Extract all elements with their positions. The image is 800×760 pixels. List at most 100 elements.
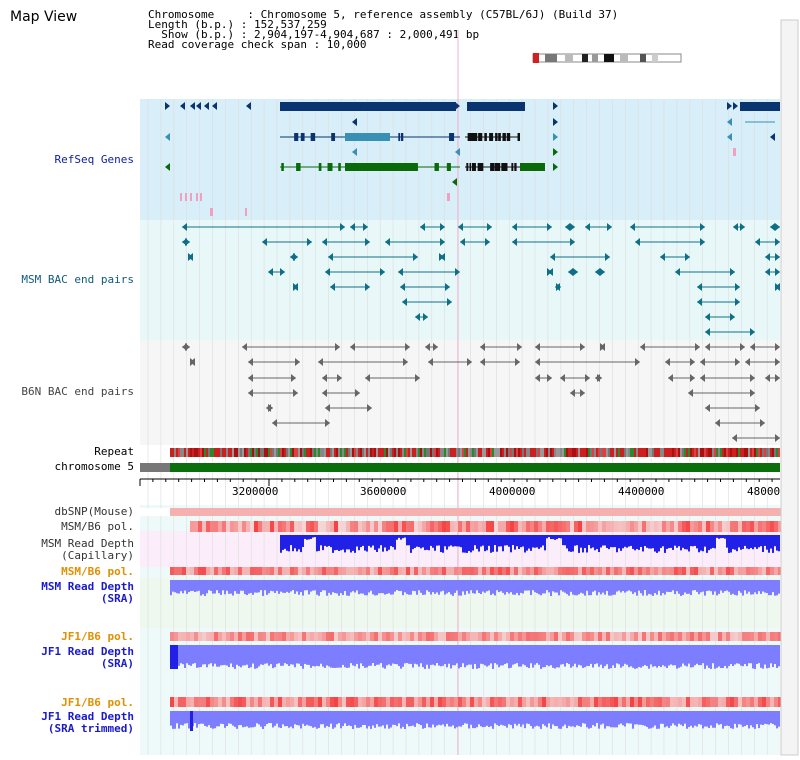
depth-bar [304, 535, 306, 539]
b6n-bac-track[interactable] [182, 343, 780, 442]
chromosome-bar-start [140, 463, 170, 472]
depth-bar [506, 580, 508, 593]
repeat-element [774, 448, 776, 457]
heatmap-cell [418, 508, 422, 516]
repeat-element [724, 448, 726, 457]
depth-bar [556, 535, 558, 540]
repeat-element [438, 448, 440, 457]
heatmap-cell [630, 521, 634, 532]
depth-bar [642, 711, 644, 726]
repeat-element [298, 448, 300, 457]
depth-bar [574, 535, 576, 546]
depth-bar [174, 711, 176, 729]
depth-bar [554, 711, 556, 727]
depth-bar [304, 711, 306, 726]
depth-bar [370, 580, 372, 591]
depth-bar [432, 535, 434, 548]
heatmap-cell [390, 508, 394, 516]
depth-bar [270, 711, 272, 724]
depth-bar [652, 535, 654, 549]
repeat-element [290, 448, 292, 457]
depth-bar [218, 580, 220, 594]
repeat-element [474, 448, 476, 457]
depth-bar [442, 535, 444, 553]
bac-end [775, 343, 780, 351]
scroll-rail[interactable] [780, 19, 799, 756]
heatmap-cell [730, 697, 734, 707]
repeat-track[interactable] [170, 448, 780, 457]
heatmap-cell [774, 697, 778, 707]
heatmap-cell [582, 697, 586, 707]
bac-end [735, 358, 740, 366]
depth-bar [644, 645, 646, 666]
repeat-element [614, 448, 616, 457]
depth-bar [278, 645, 280, 664]
heatmap-cell [642, 521, 646, 532]
depth-bar [756, 711, 758, 725]
depth-bar [764, 580, 766, 593]
repeat-element [752, 448, 754, 457]
read-depth-tracks[interactable] [170, 535, 780, 731]
msm-bac-track[interactable] [182, 223, 780, 336]
depth-bar [598, 580, 600, 593]
heatmap-cell [762, 521, 766, 532]
bac-end [760, 419, 765, 427]
depth-bar [490, 645, 492, 664]
repeat-element [408, 448, 410, 457]
heatmap-cell [314, 567, 318, 575]
bac-end [355, 389, 360, 397]
depth-bar [612, 580, 614, 595]
heatmap-cell [294, 697, 298, 707]
depth-bar [398, 580, 400, 591]
heatmap-cell [590, 632, 594, 641]
chromosome-bar[interactable] [170, 463, 780, 472]
depth-bar [754, 645, 756, 669]
heatmap-cell [426, 697, 430, 707]
heatmap-cell [330, 697, 334, 707]
heatmap-cell [338, 508, 342, 516]
depth-bar [508, 645, 510, 669]
depth-bar [774, 711, 776, 726]
depth-bar [590, 580, 592, 596]
repeat-element [170, 448, 172, 457]
gene-exon [502, 133, 506, 141]
depth-bar [710, 711, 712, 726]
depth-bar [532, 580, 534, 591]
repeat-element [262, 448, 264, 457]
depth-bar [330, 535, 332, 548]
msm-bac-track-bg [140, 220, 780, 340]
repeat-element [490, 448, 492, 457]
depth-bar [234, 645, 236, 669]
heatmap-cell [550, 697, 554, 707]
depth-bar [720, 580, 722, 591]
gene-exon [490, 163, 495, 171]
heatmap-cell [446, 521, 450, 532]
depth-bar [468, 645, 470, 665]
heatmap-cell [670, 632, 674, 641]
bac-end [425, 343, 430, 351]
heatmap-cell [550, 508, 554, 516]
depth-bar [746, 711, 748, 726]
refseq-genes-track[interactable] [165, 102, 780, 216]
depth-bar [514, 711, 516, 724]
depth-bar [722, 580, 724, 593]
depth-bar [436, 535, 438, 546]
track-label-msm-pol: MSM/B6 pol. [61, 520, 134, 533]
depth-bar [630, 711, 632, 724]
repeat-element [578, 448, 580, 457]
depth-bar [206, 645, 208, 668]
bac-end [325, 404, 330, 412]
repeat-element [394, 448, 396, 457]
heatmap-cell [778, 632, 782, 641]
heatmap-cell [558, 632, 562, 641]
polymorphism-heatmaps[interactable] [140, 508, 782, 707]
heatmap-cell [430, 697, 434, 707]
heatmap-cell [438, 508, 442, 516]
heatmap-cell [202, 521, 206, 532]
depth-bar [432, 645, 434, 665]
depth-bar [448, 711, 450, 727]
depth-bar [388, 580, 390, 594]
chromosome-ideogram[interactable] [532, 53, 682, 63]
depth-bar [520, 645, 522, 667]
